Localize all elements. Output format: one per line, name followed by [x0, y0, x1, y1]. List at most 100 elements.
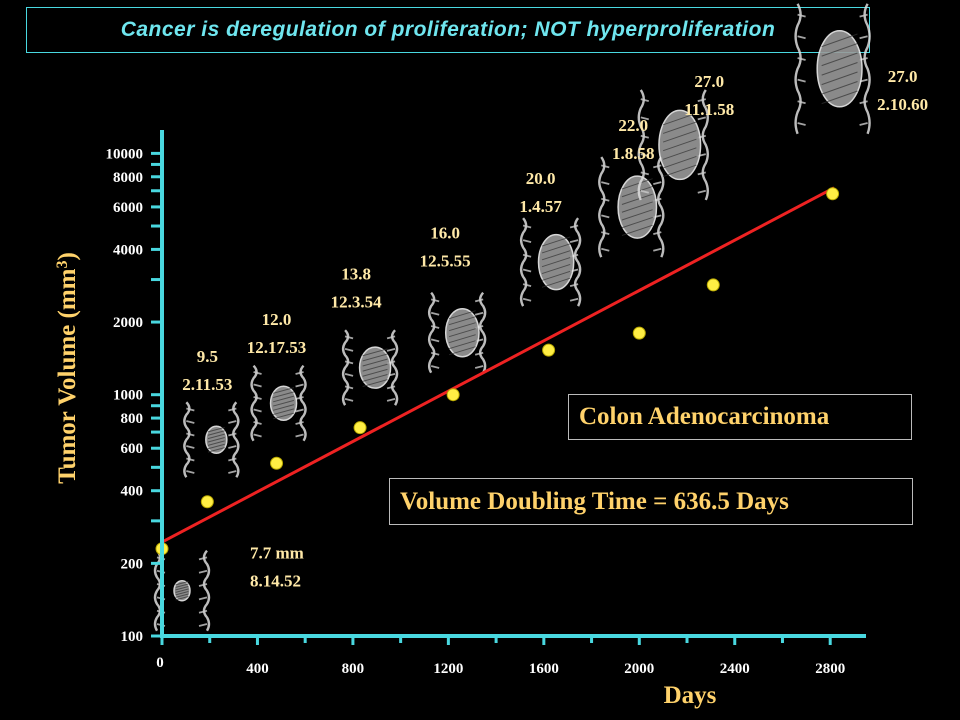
sketch-fold — [295, 433, 304, 438]
data-point — [353, 421, 367, 435]
sketch-wall-right — [478, 291, 487, 374]
point-size-label: 22.0 — [618, 116, 648, 135]
sketch-hatch — [362, 358, 388, 367]
x-tick-label: 2400 — [720, 661, 750, 677]
axes: 0 400 800 1200 1600 2000 2400 2800 100 200 400 600 8… — [54, 130, 866, 709]
sketch-hatch — [175, 583, 189, 588]
point-size-label: 12.0 — [262, 310, 292, 329]
sketch-hatch — [175, 591, 189, 596]
sketch-fold — [344, 360, 354, 365]
sketch-wall-left — [519, 217, 528, 307]
y-axis-title-close: ) — [54, 252, 81, 260]
sketch-hatch — [541, 277, 571, 288]
sketch-fold — [198, 583, 208, 587]
tumor-sketch — [598, 156, 665, 258]
data-point — [706, 278, 720, 292]
sketch-wall-right — [299, 364, 307, 442]
sketch-hatch — [621, 185, 653, 198]
sketch-fold — [253, 433, 262, 438]
sketch-hatch — [362, 379, 388, 387]
x-tick-label: 400 — [246, 661, 269, 677]
point-size-label: 13.8 — [341, 265, 371, 284]
point-date-label: 2.11.53 — [182, 375, 232, 394]
sketch-fold — [797, 35, 806, 40]
y-axis-title: Tumor Volume (mm3) — [54, 252, 82, 484]
sketch-hatch — [175, 588, 189, 593]
sketch-fold — [640, 98, 649, 102]
sketch-fold — [430, 338, 440, 343]
point-annotations: 7.7 mm 8.14.52 9.5 2.11.53 12.0 12.17.53 13.8 1… — [182, 67, 928, 591]
sketch-wall-left — [637, 89, 645, 201]
sketch-fold — [697, 171, 706, 176]
sketch-fold — [295, 371, 304, 375]
sketch-hatch — [662, 112, 697, 126]
regression-line — [161, 186, 835, 544]
sketch-hatch — [621, 209, 653, 221]
sketch-fold — [186, 407, 195, 412]
sketch-fold — [601, 164, 610, 169]
sketch-fold — [522, 268, 532, 273]
sketch-wall-left — [183, 401, 191, 478]
tumor-sketch — [250, 364, 307, 442]
data-point — [446, 388, 460, 402]
sketch-fold — [859, 35, 868, 40]
sketch-wall-right — [202, 549, 211, 632]
sketch-hatch — [621, 216, 653, 229]
point-date-label: 12.3.54 — [331, 293, 383, 312]
sketch-fold — [653, 231, 662, 235]
point-size-label: 9.5 — [197, 347, 218, 366]
sketch-hatch — [621, 224, 653, 236]
sketch-hatch — [662, 155, 697, 169]
sketch-fold — [386, 335, 396, 340]
sketch-fold — [569, 239, 579, 243]
sketch-hatch — [541, 270, 571, 281]
sketch-hatch — [541, 263, 571, 275]
sketch-fold — [522, 283, 532, 287]
tumor-sketch — [183, 401, 240, 478]
sketch-fold — [253, 383, 262, 388]
sketch-hatch — [175, 593, 189, 598]
sketch-fold — [198, 609, 208, 614]
sketch-wall-left — [341, 329, 350, 406]
sketch-fold — [295, 396, 304, 400]
sketch-fold — [697, 116, 706, 121]
sketch-fold — [344, 348, 354, 352]
sketch-wall-right — [573, 217, 582, 307]
point-date-label: 1.8.58 — [612, 144, 655, 163]
sketch-fold — [186, 420, 195, 424]
sketch-hatch — [362, 353, 388, 362]
x-axis-title: Days — [664, 682, 717, 709]
sketch-fold — [522, 253, 532, 258]
sketch-fold — [601, 197, 610, 202]
sketch-hatch — [821, 71, 858, 86]
sketch-fold — [640, 171, 649, 176]
point-date-label: 8.14.52 — [250, 572, 301, 591]
sketch-hatch — [273, 412, 295, 420]
sketch-hatch — [207, 443, 225, 450]
point-size-label: 27.0 — [694, 72, 724, 91]
x-tick-label: 0 — [156, 655, 164, 671]
data-point — [826, 187, 840, 201]
sketch-hatch — [821, 61, 858, 76]
y-tick-label: 4000 — [113, 242, 143, 258]
y-tick-label: 400 — [121, 484, 144, 500]
sketch-fold — [797, 57, 806, 61]
sketch-fold — [859, 100, 868, 105]
data-point — [542, 343, 556, 357]
sketch-hatch — [662, 121, 697, 134]
sketch-hatch — [207, 437, 225, 443]
point-date-label: 1.4.57 — [519, 197, 562, 216]
sketch-fold — [198, 623, 208, 627]
sketch-fold — [344, 373, 354, 377]
sketch-fold — [186, 445, 195, 449]
y-tick-label: 600 — [121, 441, 144, 457]
point-size-label: 7.7 mm — [250, 544, 304, 563]
y-tick-label: 100 — [121, 629, 144, 645]
sketch-hatch — [362, 374, 388, 382]
point-date-label: 11.1.58 — [684, 100, 734, 119]
sketch-fold — [697, 98, 706, 102]
y-axis-title-superscript: 3 — [54, 261, 71, 269]
y-tick-label: 6000 — [113, 200, 143, 216]
point-date-label: 12.17.53 — [247, 338, 307, 357]
sketch-fold — [474, 298, 484, 303]
